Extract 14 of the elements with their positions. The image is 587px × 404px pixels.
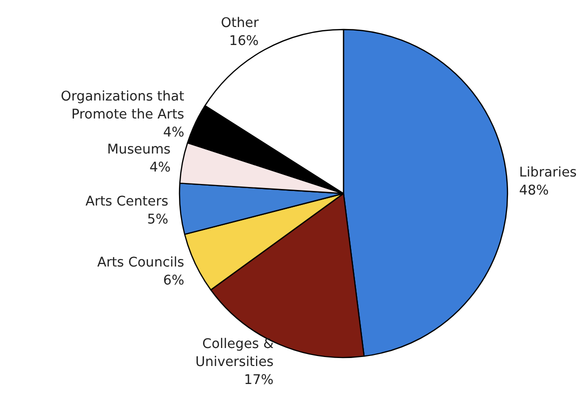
data-label: 4% <box>149 160 171 176</box>
data-label: 4% <box>163 126 184 141</box>
data-label: 17% <box>244 372 274 388</box>
slice-label: Colleges & Universities <box>195 336 274 370</box>
data-label: 5% <box>147 212 168 228</box>
data-label: 16% <box>229 34 259 49</box>
slice-label: Arts Councils <box>97 255 184 270</box>
data-label: 6% <box>163 273 184 288</box>
slice-label: Organizations that Promote the Arts <box>60 90 184 123</box>
slice-label: Arts Centers <box>85 194 168 210</box>
slice-label: Museums <box>107 142 171 158</box>
slice-label: Other <box>220 16 260 31</box>
data-label: 48% <box>519 183 549 198</box>
slice-label: Libraries <box>519 165 577 180</box>
